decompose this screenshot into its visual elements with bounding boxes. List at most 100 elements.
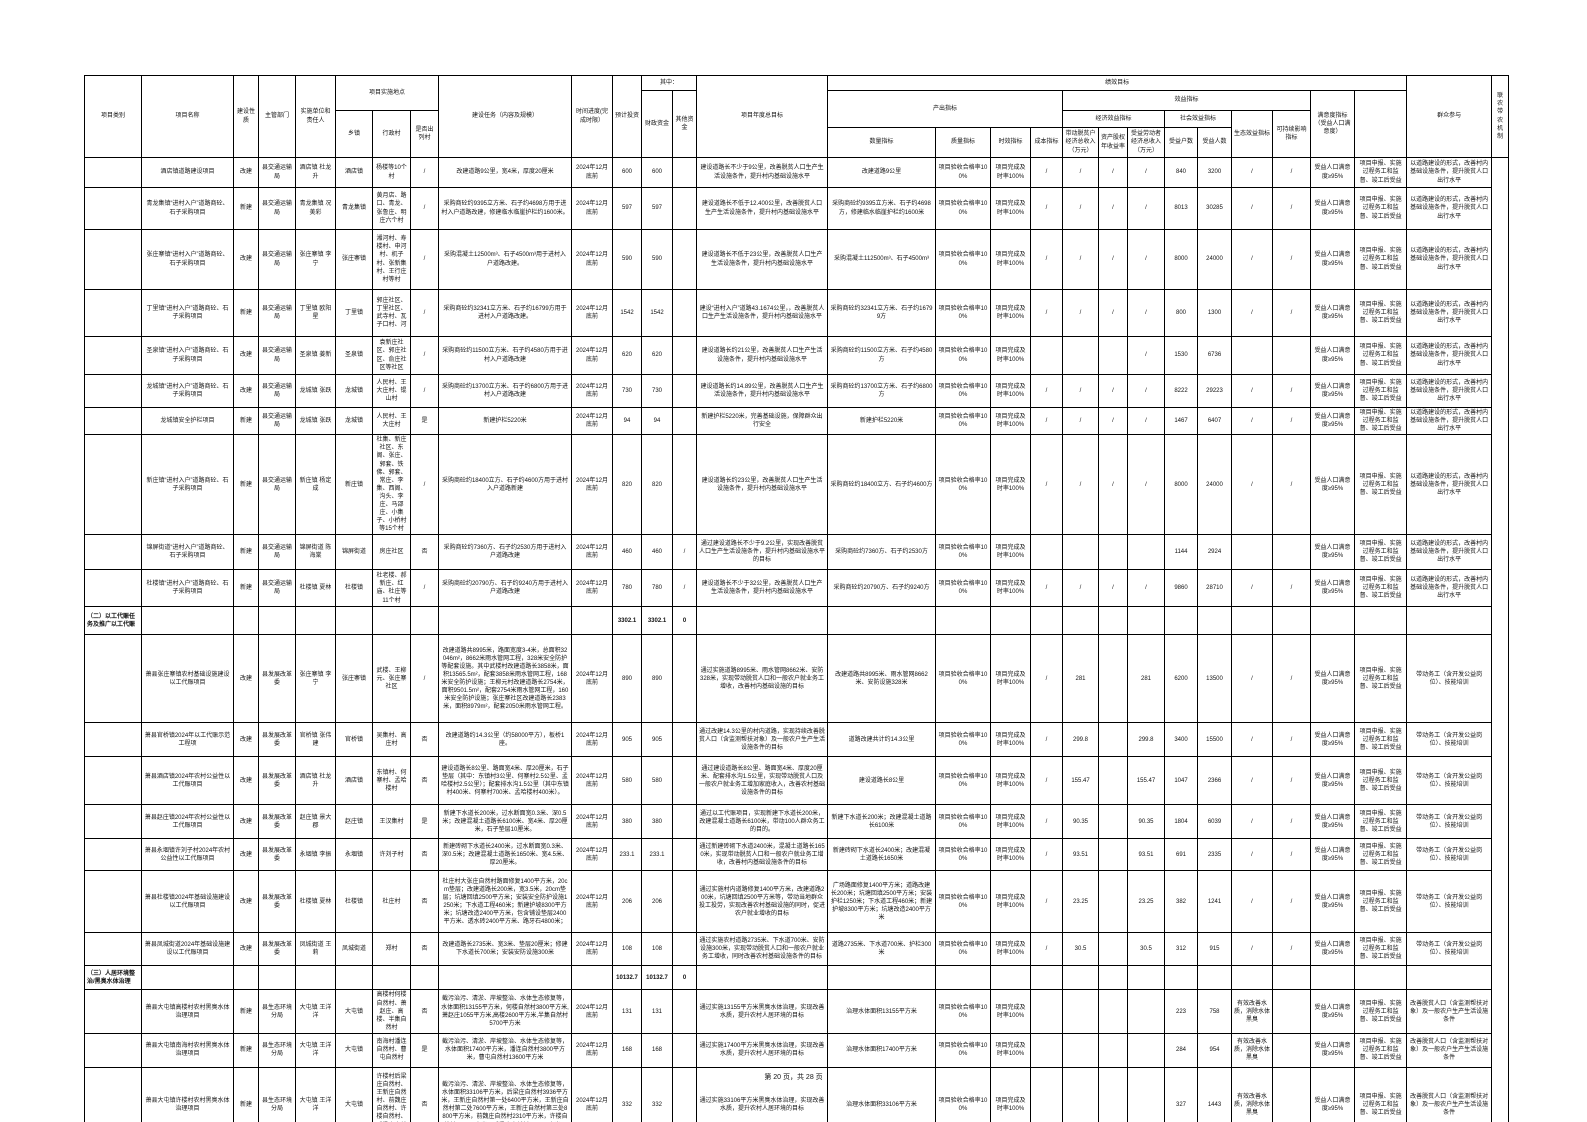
section-total-cell (571, 606, 613, 636)
section-total-cell (827, 606, 937, 636)
cell (84, 756, 142, 806)
cell: 1542 (612, 289, 642, 337)
cell: 杜楼镇 夏林 (295, 870, 336, 934)
cell: 采购混凝土112500m³、石子4500m³ (827, 229, 937, 290)
header-cell: 带动脱贫户经济总收入（万元） (1062, 127, 1100, 158)
cell: 带动务工（含开发公益岗位）、技能培训 (1406, 634, 1493, 724)
cell: 项目完成及时率100% (990, 336, 1032, 375)
header-cell: 项目类别 (84, 75, 142, 158)
cell: 691 (1164, 838, 1199, 872)
cell: 758 (1197, 989, 1233, 1034)
cell: 600 (612, 157, 642, 188)
cell: 1467 (1164, 406, 1199, 436)
cell: / (410, 634, 439, 724)
cell: 项目验收合格率100% (935, 1066, 992, 1122)
cell: 通过实施村内道路修复1400平方米，改建道路200米，坑塘回填2500平方米等，… (696, 870, 829, 934)
cell: 张庄寨镇 (335, 634, 373, 724)
cell: 张庄寨镇“进村入户”道路商砼、石子采购项目 (141, 229, 234, 290)
cell: 是 (410, 1032, 439, 1068)
cell (84, 229, 142, 290)
section-total-cell (1354, 606, 1408, 636)
cell: 905 (612, 722, 642, 758)
cell: 890 (641, 634, 673, 724)
cell: / (1098, 374, 1129, 408)
section-total-cell (372, 965, 411, 991)
cell: 新建下水道长200米；改建混凝土道路长6100米 (827, 804, 937, 840)
cell: / (1231, 406, 1274, 436)
cell: 否 (410, 1066, 439, 1122)
cell: 通过实施13155平方米黑臭水体治理，实现改善水质，提升农村人居环境的目标 (696, 989, 829, 1034)
cell: 否 (410, 722, 439, 758)
cell: 23.25 (1062, 870, 1100, 934)
cell (1062, 989, 1100, 1034)
table-row: 萧县大屯镇许楼村农村黑臭水体治理项目 新建 县生态环境分局 大屯镇 王洋洋 大屯镇 许楼村… (84, 1066, 1509, 1122)
cell: 以道路建设的形式，改善村内基础设施条件，提升脱贫人口出行水平 (1406, 534, 1493, 571)
cell: 萧县官桥镇2024年以工代赈示范工程项 (141, 722, 234, 758)
cell: 项目申报、实施过程务工和监督、竣工后受益 (1354, 804, 1408, 840)
cell: 杜集、新庄社区、东阁、张庄、郭套、铁佛、郭套、常庄、李集、西阁、沟头、李庄、马邵… (372, 434, 411, 536)
cell (671, 1066, 698, 1122)
section-total-cell: 10132.7 (612, 965, 642, 991)
cell: 改建 (233, 722, 259, 758)
section-total-cell (1406, 606, 1493, 636)
header-cell: 受益户数 (1164, 127, 1199, 158)
cell: 东镇村、何寨村、孟哈楼村 (372, 756, 411, 806)
cell: / (410, 569, 439, 608)
section-total-cell (1310, 965, 1356, 991)
cell: 新建 (233, 289, 259, 337)
cell: 采购商砼约7360方、石子约2530方用于进村入户道路改建 (438, 534, 572, 571)
cell: 890 (612, 634, 642, 724)
cell: / (1231, 157, 1274, 188)
cell: 8013 (1164, 187, 1199, 230)
cell: 是 (410, 406, 439, 436)
cell: 官桥镇 张伟建 (295, 722, 336, 758)
cell: 90.35 (1127, 804, 1166, 840)
cell: 改建道路9公里 (827, 157, 937, 188)
cell: 萧县大屯镇高楼村农村黑臭水体治理项目 (141, 989, 234, 1034)
cell: 凤城街道 (335, 932, 373, 967)
cell: 项目完成及时率100% (990, 374, 1032, 408)
cell: 3400 (1164, 722, 1199, 758)
cell: 县交通运输局 (258, 569, 296, 608)
cell: 项目申报、实施过程务工和监督、竣工后受益 (1354, 336, 1408, 375)
cell (1030, 1032, 1064, 1068)
section-total-cell (335, 965, 373, 991)
cell: 南海村潘连自然村、曹屯自然村 (372, 1032, 411, 1068)
cell: 大屯镇 (335, 989, 373, 1034)
cell: / (1127, 434, 1166, 536)
cell: 2024年12月底前 (571, 1032, 613, 1068)
cell: / (1098, 229, 1129, 290)
cell: / (1231, 374, 1274, 408)
cell: 有效改善水质，消除水体黑臭 (1231, 989, 1274, 1034)
cell: 杜楼镇 夏林 (295, 569, 336, 608)
cell: 圣泉镇 (335, 336, 373, 375)
cell: 带动务工（含开发公益岗位）、技能培训 (1406, 804, 1493, 840)
cell: 受益人口满意度≥95% (1310, 1066, 1356, 1122)
cell: 丁里镇 欧阳星 (295, 289, 336, 337)
cell: 建设道路长不低于12.400公里，改善脱贫人口生产生活设施条件，提升村内基础设施… (696, 187, 829, 230)
cell: 840 (1164, 157, 1199, 188)
cell: 15500 (1197, 722, 1233, 758)
cell: 新建 (233, 1032, 259, 1068)
cell: 2924 (1197, 534, 1233, 571)
cell: 项目验收合格率100% (935, 804, 992, 840)
cell: / (410, 374, 439, 408)
cell (1272, 989, 1312, 1034)
cell: 项目申报、实施过程务工和监督、竣工后受益 (1354, 989, 1408, 1034)
cell (1030, 534, 1064, 571)
cell: 项目验收合格率100% (935, 989, 992, 1034)
cell: / (1231, 870, 1274, 934)
cell: 建设道路长不少于9公里，改善脱贫人口生产生活设施条件，提升村内基础设施水平 (696, 157, 829, 188)
cell: 龙城镇 (335, 406, 373, 436)
cell: 600 (641, 157, 673, 188)
cell: 萧县杜楼镇2024年基础设施建设以工代赈项目 (141, 870, 234, 934)
cell: 6039 (1197, 804, 1233, 840)
cell (1098, 870, 1129, 934)
section-row: （二）以工代赈任务及推广以工代赈 3302.1 3302.1 0 (84, 606, 1509, 636)
cell: 带动务工（含开发公益岗位）、技能培训 (1406, 838, 1493, 872)
cell: 采购商砼约20790方、石子约9240方 (827, 569, 937, 608)
cell: 改善脱贫人口（含监测帮扶对象）及一般农户生产生活设施条件 (1406, 1066, 1493, 1122)
cell: 改建 (233, 932, 259, 967)
cell (84, 534, 142, 571)
cell: 通过实施33106平方米黑臭水体治理，实现改善水质，提升农村人居环境的目标 (696, 1066, 829, 1122)
